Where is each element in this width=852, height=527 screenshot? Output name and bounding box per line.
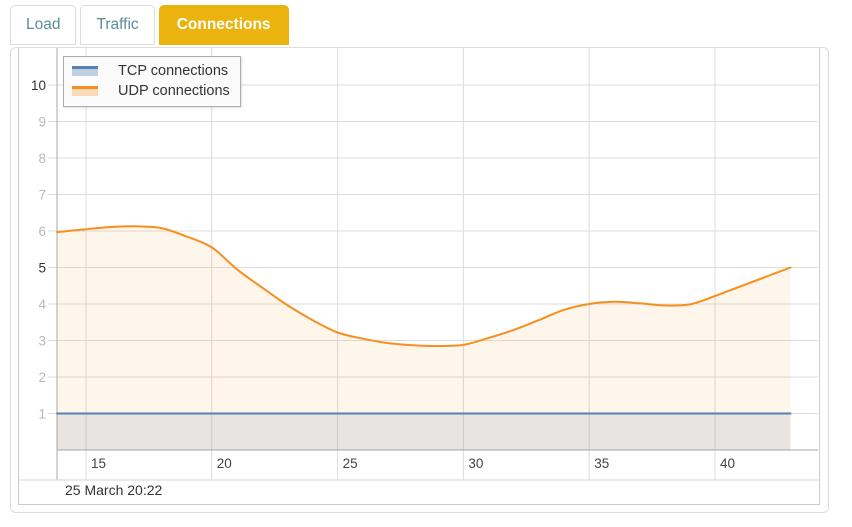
y-tick-label: 2 <box>38 370 46 385</box>
chart-legend: TCP connections UDP connections <box>63 56 241 107</box>
y-tick-label: 9 <box>38 115 46 130</box>
y-tick-label: 5 <box>38 261 46 276</box>
y-tick-label: 6 <box>38 224 46 239</box>
x-tick-label: 20 <box>217 456 232 471</box>
y-tick-label: 8 <box>38 151 46 166</box>
tab-traffic[interactable]: Traffic <box>80 5 155 45</box>
tcp-series-swatch-icon <box>72 66 98 76</box>
y-tick-label: 7 <box>38 188 46 203</box>
tab-connections[interactable]: Connections <box>158 5 289 45</box>
udp-area <box>57 226 791 450</box>
tab-load[interactable]: Load <box>10 5 77 45</box>
y-tick-label: 3 <box>38 334 46 349</box>
udp-series-swatch-icon <box>72 86 98 96</box>
x-tick-label: 15 <box>91 456 106 471</box>
legend-label-tcp: TCP connections <box>118 63 229 79</box>
chart-card: TCP connections UDP connections 1 2 3 4 5 6 7 8… <box>10 47 829 513</box>
tcp-area <box>57 413 791 450</box>
legend-item-udp: UDP connections <box>72 81 230 101</box>
x-tick-label: 25 <box>343 456 358 471</box>
x-tick-label: 30 <box>468 456 483 471</box>
y-tick-label: 4 <box>38 297 46 312</box>
chart-frame: TCP connections UDP connections 1 2 3 4 5 6 7 8… <box>18 48 820 505</box>
connections-chart: 1 2 3 4 5 6 7 8 9 10 15 20 25 30 35 40 <box>19 48 819 481</box>
udp-line <box>56 225 792 348</box>
x-tick-label: 40 <box>720 456 735 471</box>
legend-label-udp: UDP connections <box>118 83 230 99</box>
y-tick-label: 1 <box>38 407 46 422</box>
x-tick-label: 35 <box>594 456 609 471</box>
legend-item-tcp: TCP connections <box>72 61 230 81</box>
chart-footer-timestamp: 25 March 20:22 <box>65 482 163 498</box>
tab-bar: Load Traffic Connections <box>10 5 289 45</box>
y-tick-label: 10 <box>31 78 46 93</box>
